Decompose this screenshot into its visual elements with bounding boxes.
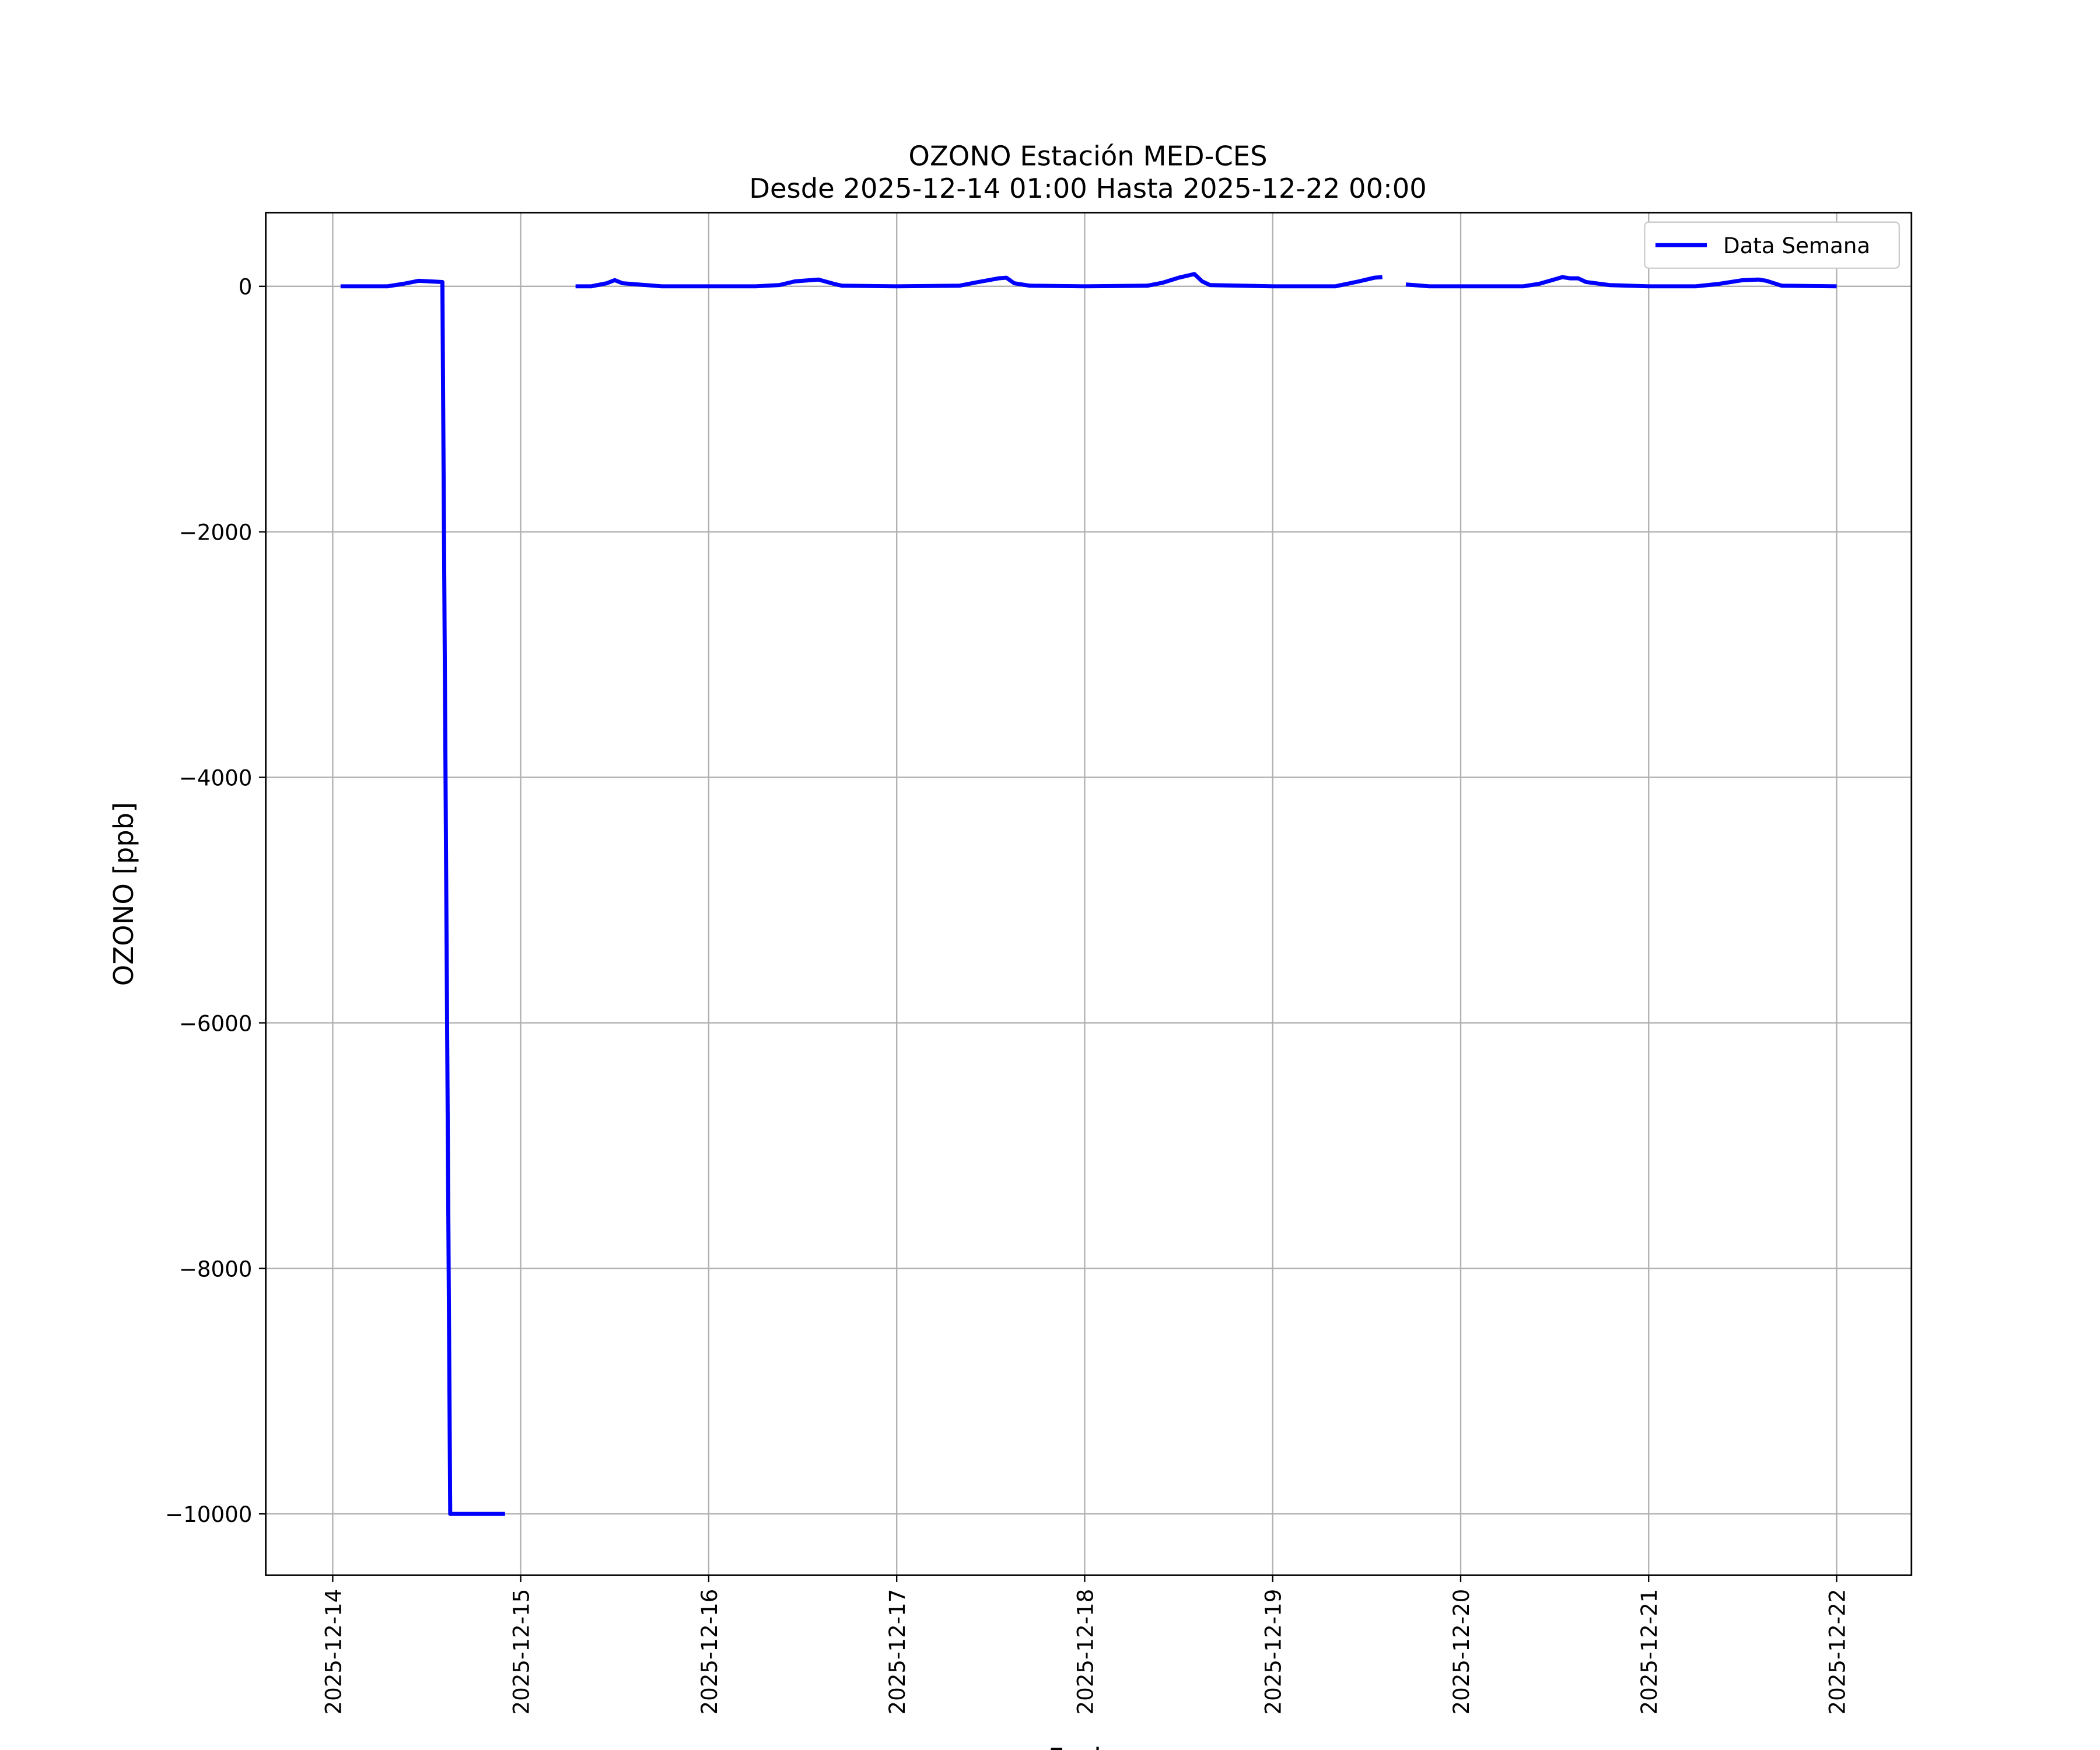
legend-box bbox=[1644, 221, 1901, 269]
x-tick-label: 2025-12-18 bbox=[1073, 1589, 1098, 1715]
x-tick-label: 2025-12-22 bbox=[1825, 1589, 1850, 1715]
legend: Data Semana bbox=[1644, 221, 1901, 269]
x-tick-label: 2025-12-14 bbox=[321, 1589, 346, 1715]
x-tick-label: 2025-12-17 bbox=[885, 1589, 910, 1715]
x-tick-label: 2025-12-19 bbox=[1261, 1589, 1286, 1715]
y-tick-label: 0 bbox=[239, 275, 253, 300]
y-axis-label: OZONO [ppb] bbox=[108, 802, 139, 986]
y-tick-label: −4000 bbox=[179, 766, 253, 791]
chart-title: OZONO Estación MED-CES bbox=[908, 140, 1267, 172]
x-tick-label: 2025-12-21 bbox=[1637, 1589, 1662, 1715]
legend-label: Data Semana bbox=[1723, 233, 1870, 258]
chart-subtitle: Desde 2025-12-14 01:00 Hasta 2025-12-22 … bbox=[749, 173, 1427, 204]
x-tick-label: 2025-12-15 bbox=[509, 1589, 534, 1715]
x-axis-label: Fecha bbox=[1048, 1742, 1128, 1750]
y-tick-label: −10000 bbox=[165, 1502, 252, 1527]
x-tick-label: 2025-12-16 bbox=[697, 1589, 722, 1715]
x-tick-label: 2025-12-20 bbox=[1449, 1589, 1474, 1715]
data-line bbox=[340, 272, 1837, 1516]
y-tick-label: −6000 bbox=[179, 1011, 253, 1036]
plot-frame bbox=[265, 212, 1913, 1576]
y-tick-label: −8000 bbox=[179, 1256, 253, 1282]
y-tick-label: −2000 bbox=[179, 520, 253, 545]
